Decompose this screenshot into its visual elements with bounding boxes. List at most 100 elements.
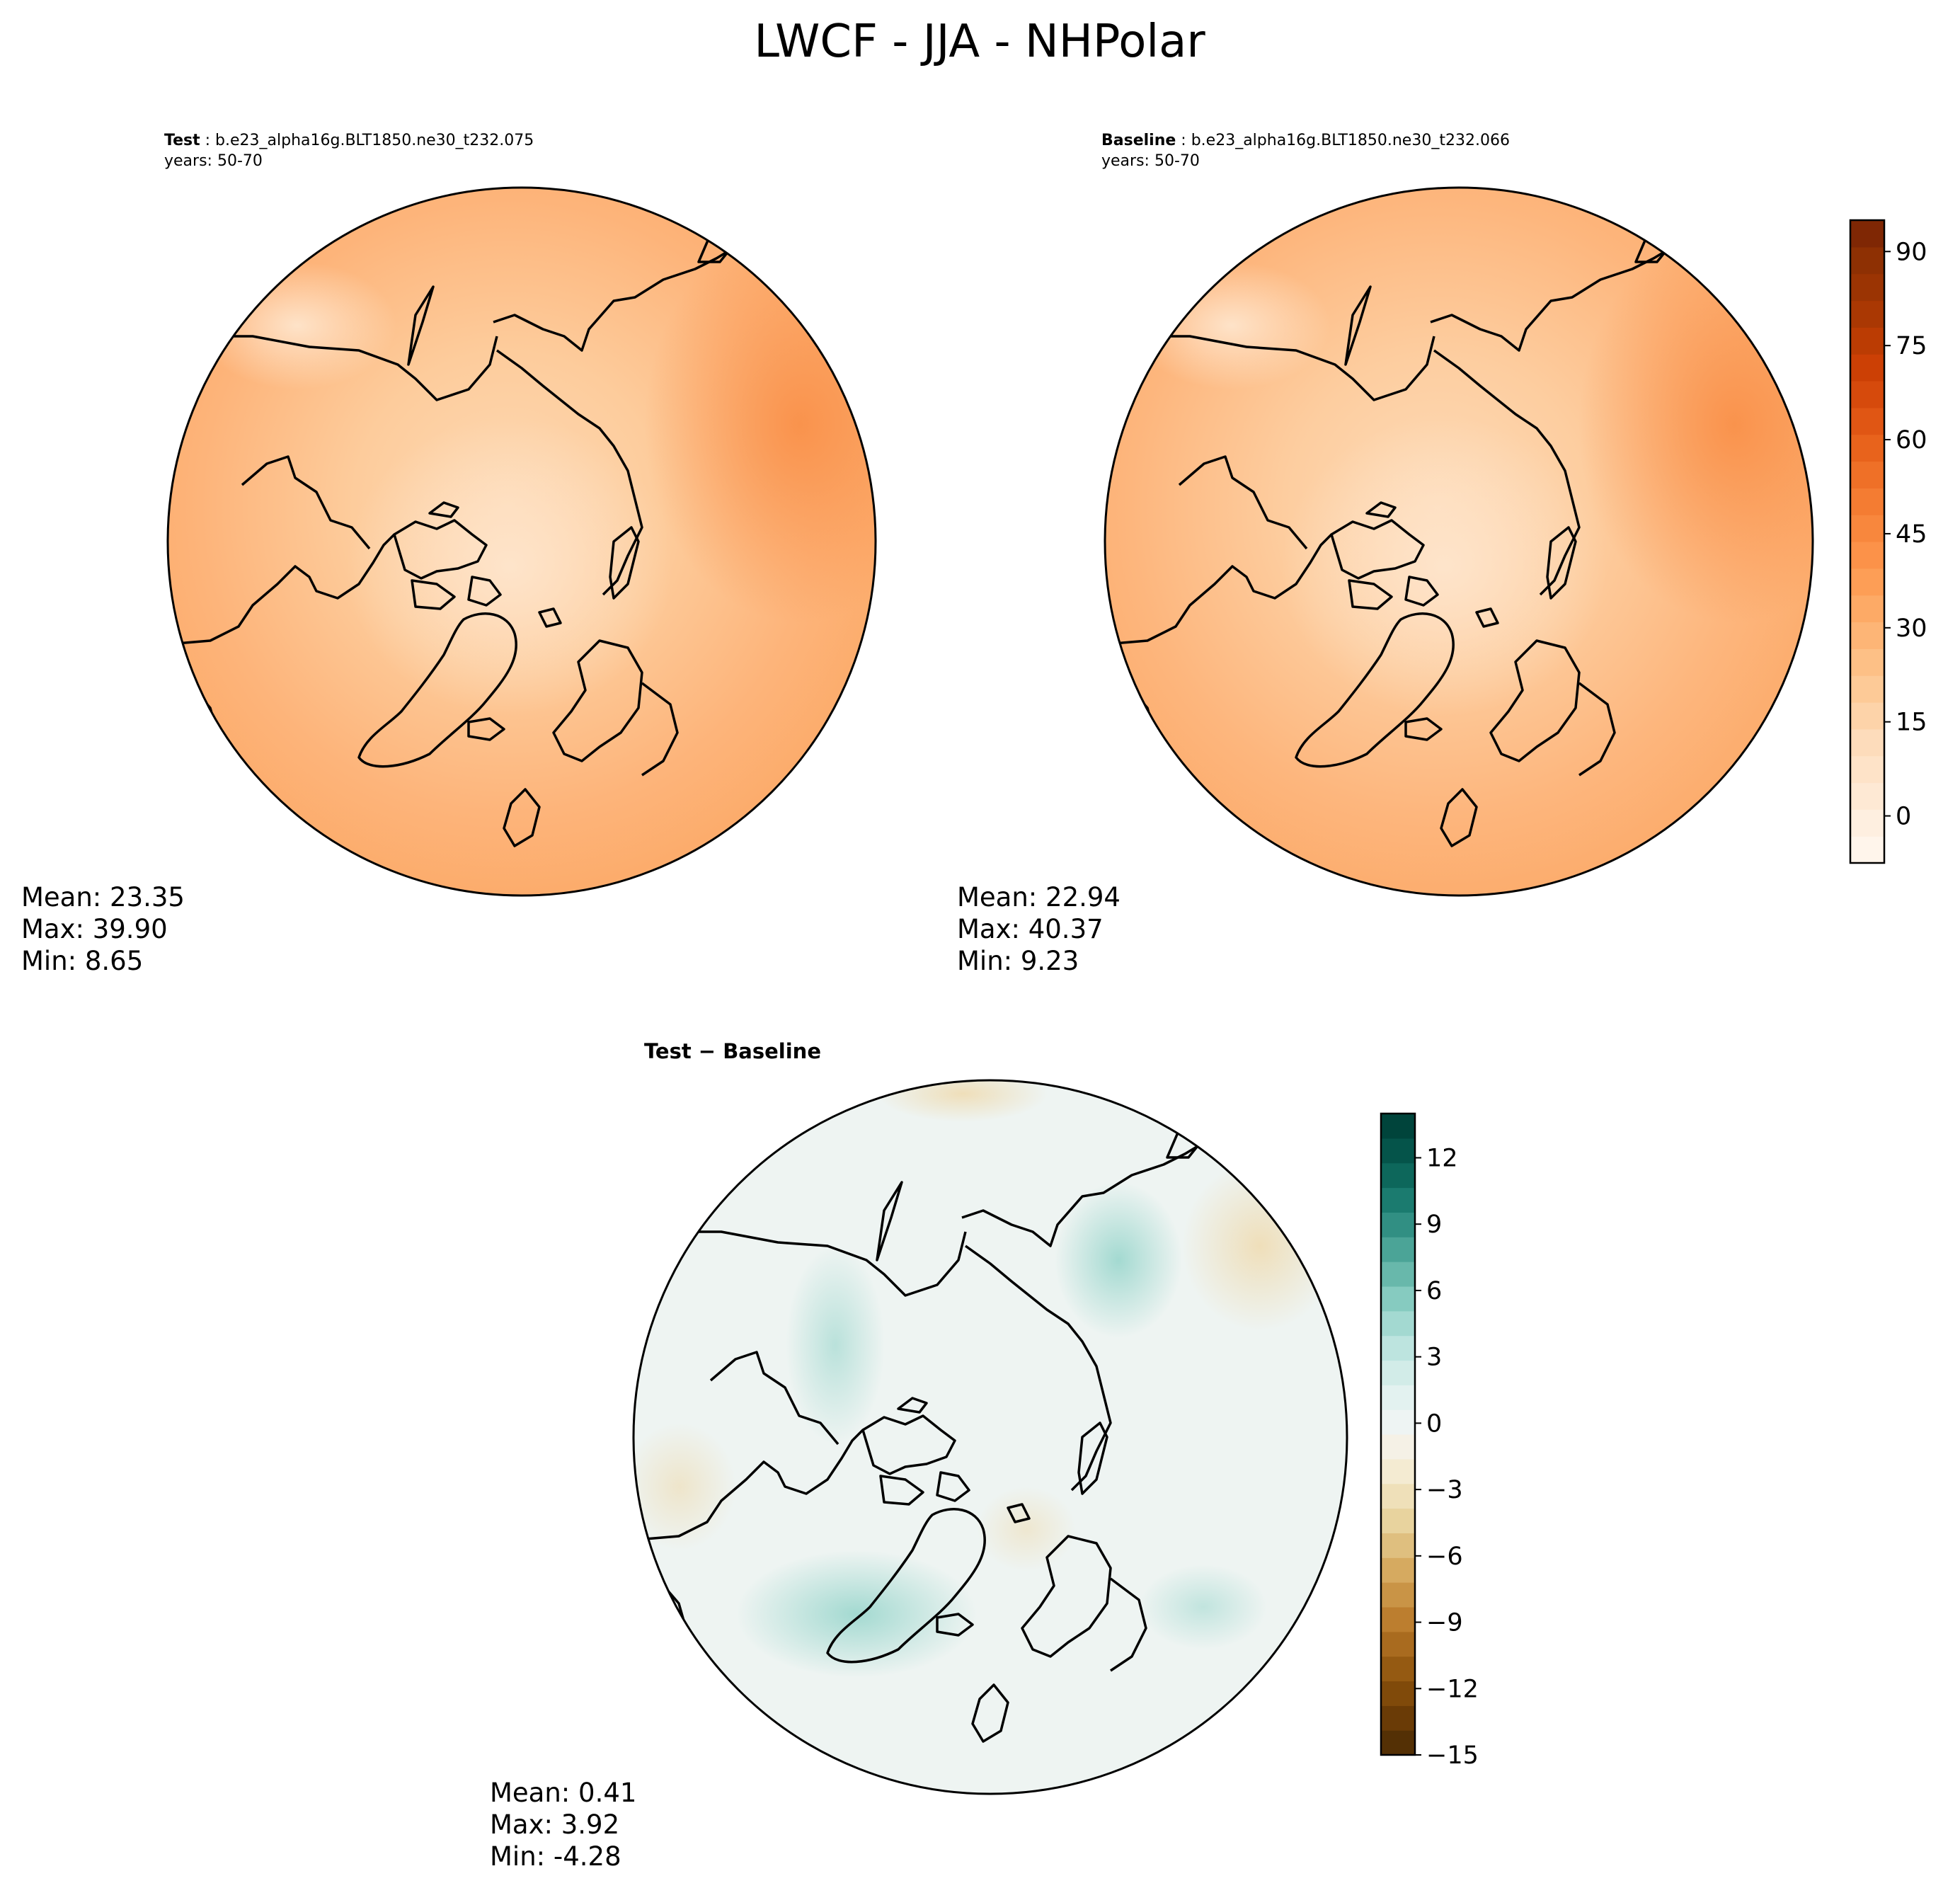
colorbar-segment xyxy=(1381,1606,1415,1632)
test-mean: Mean: 23.35 xyxy=(21,882,185,912)
test-years: years: 50-70 xyxy=(164,152,263,170)
colorbar-tick-label: 3 xyxy=(1426,1344,1442,1372)
colorbar-tick-label: 9 xyxy=(1426,1211,1442,1239)
colorbar-segment xyxy=(1850,595,1884,623)
colorbar-segment xyxy=(1381,1286,1415,1312)
colorbar-segment xyxy=(1850,755,1884,784)
baseline-case-name: b.e23_alpha16g.BLT1850.ne30_t232.066 xyxy=(1191,132,1510,149)
colorbar-segment xyxy=(1381,1385,1415,1410)
colorbar-segment xyxy=(1850,354,1884,382)
colorbar-segment xyxy=(1381,1187,1415,1213)
test-panel: Test : b.e23_alpha16g.BLT1850.ne30_t232.… xyxy=(21,132,877,976)
diff-mean: Mean: 0.41 xyxy=(490,1778,636,1808)
colorbar-segment xyxy=(1850,809,1884,837)
main-colorbar: 0 15 30 45 60 75 90 xyxy=(1849,219,1927,864)
baseline-years: years: 50-70 xyxy=(1101,152,1200,170)
test-max: Max: 39.90 xyxy=(21,914,168,944)
colorbar-segment xyxy=(1381,1631,1415,1657)
colorbar-segment xyxy=(1381,1360,1415,1385)
colorbar-segment xyxy=(1381,1212,1415,1237)
colorbar-segment xyxy=(1850,434,1884,462)
baseline-case-label: Baseline xyxy=(1101,132,1176,149)
colorbar-tick-label: 0 xyxy=(1426,1409,1442,1438)
colorbar-segment xyxy=(1850,836,1884,864)
diff-map-boundary xyxy=(632,1079,1348,1795)
colorbar-segment xyxy=(1850,675,1884,703)
test-case-name: b.e23_alpha16g.BLT1850.ne30_t232.075 xyxy=(215,132,534,149)
diff-min: Min: -4.28 xyxy=(490,1841,621,1872)
colorbar-segment xyxy=(1381,1458,1415,1484)
colorbar-segment xyxy=(1850,488,1884,515)
colorbar-segment xyxy=(1850,728,1884,757)
test-min: Min: 8.65 xyxy=(21,946,143,976)
diff-map xyxy=(634,1080,1347,1794)
colorbar-segment xyxy=(1381,1138,1415,1164)
colorbar-segment xyxy=(1381,1705,1415,1731)
colorbar-segment xyxy=(1850,515,1884,542)
colorbar-tick-label: −15 xyxy=(1426,1741,1479,1770)
colorbar-segment xyxy=(1850,782,1884,810)
colorbar-tick-label: −3 xyxy=(1426,1476,1463,1504)
diff-panel: Test − Baseline Mean: 0.41 Max: 3.92 Min… xyxy=(490,1039,1348,1872)
colorbar-frame xyxy=(1380,1112,1416,1756)
colorbar-segment xyxy=(1850,542,1884,569)
colorbar-tick-label: 75 xyxy=(1896,332,1927,360)
colorbar-segment xyxy=(1850,220,1884,248)
colorbar-tick-label: 60 xyxy=(1896,426,1927,454)
colorbar-frame xyxy=(1849,219,1886,864)
test-map xyxy=(168,188,876,896)
colorbar-tick-label: 12 xyxy=(1426,1144,1458,1172)
colorbar-segment xyxy=(1850,381,1884,408)
colorbar-segment xyxy=(1850,702,1884,730)
colorbar-segment xyxy=(1381,1335,1415,1361)
diff-max: Max: 3.92 xyxy=(490,1809,619,1840)
colorbar-segment xyxy=(1850,648,1884,676)
colorbar-segment xyxy=(1850,407,1884,435)
colorbar-segment xyxy=(1381,1656,1415,1682)
colorbar-segment xyxy=(1381,1533,1415,1558)
colorbar-segment xyxy=(1381,1310,1415,1337)
colorbar-segment xyxy=(1381,1483,1415,1509)
colorbar-segment xyxy=(1850,461,1884,488)
colorbar-tick-label: −9 xyxy=(1426,1609,1463,1637)
test-map-boundary xyxy=(166,186,877,897)
colorbar-tick-label: −12 xyxy=(1426,1675,1479,1703)
baseline-max: Max: 40.37 xyxy=(957,914,1104,944)
colorbar-segment xyxy=(1381,1434,1415,1460)
baseline-map-boundary xyxy=(1104,186,1814,897)
colorbar-segment xyxy=(1381,1681,1415,1706)
colorbar-tick-label: 30 xyxy=(1896,614,1927,643)
colorbar-segment xyxy=(1850,568,1884,596)
colorbar-segment xyxy=(1381,1508,1415,1533)
test-subtitle: Test : b.e23_alpha16g.BLT1850.ne30_t232.… xyxy=(164,132,534,149)
colorbar-segment xyxy=(1381,1582,1415,1608)
baseline-map xyxy=(1105,188,1813,896)
colorbar-segment xyxy=(1850,273,1884,302)
baseline-panel: Baseline : b.e23_alpha16g.BLT1850.ne30_t… xyxy=(957,132,1814,976)
figure-title: LWCF - JJA - NHPolar xyxy=(754,16,1205,68)
baseline-mean: Mean: 22.94 xyxy=(957,882,1121,912)
baseline-subtitle: Baseline : b.e23_alpha16g.BLT1850.ne30_t… xyxy=(1101,132,1510,149)
colorbar-segment xyxy=(1850,246,1884,275)
baseline-min: Min: 9.23 xyxy=(957,946,1079,976)
colorbar-segment xyxy=(1381,1730,1415,1756)
diff-colorbar: −15 −12 −9 −6 −3 0 3 6 9 12 xyxy=(1380,1112,1479,1770)
diff-title: Test − Baseline xyxy=(644,1039,821,1063)
colorbar-segment xyxy=(1381,1557,1415,1583)
colorbar-tick-label: −6 xyxy=(1426,1543,1463,1571)
colorbar-segment xyxy=(1381,1162,1415,1189)
colorbar-segment xyxy=(1381,1114,1415,1139)
colorbar-tick-label: 6 xyxy=(1426,1277,1442,1305)
colorbar-segment xyxy=(1381,1237,1415,1262)
colorbar-tick-label: 0 xyxy=(1896,803,1911,831)
colorbar-tick-label: 15 xyxy=(1896,709,1927,737)
colorbar-segment xyxy=(1381,1261,1415,1287)
colorbar-segment xyxy=(1850,300,1884,328)
colorbar-segment xyxy=(1850,327,1884,355)
test-case-label: Test xyxy=(164,132,200,149)
colorbar-segment xyxy=(1381,1409,1415,1435)
colorbar-segment xyxy=(1850,622,1884,649)
colorbar-tick-label: 90 xyxy=(1896,238,1927,266)
colorbar-tick-label: 45 xyxy=(1896,520,1927,549)
